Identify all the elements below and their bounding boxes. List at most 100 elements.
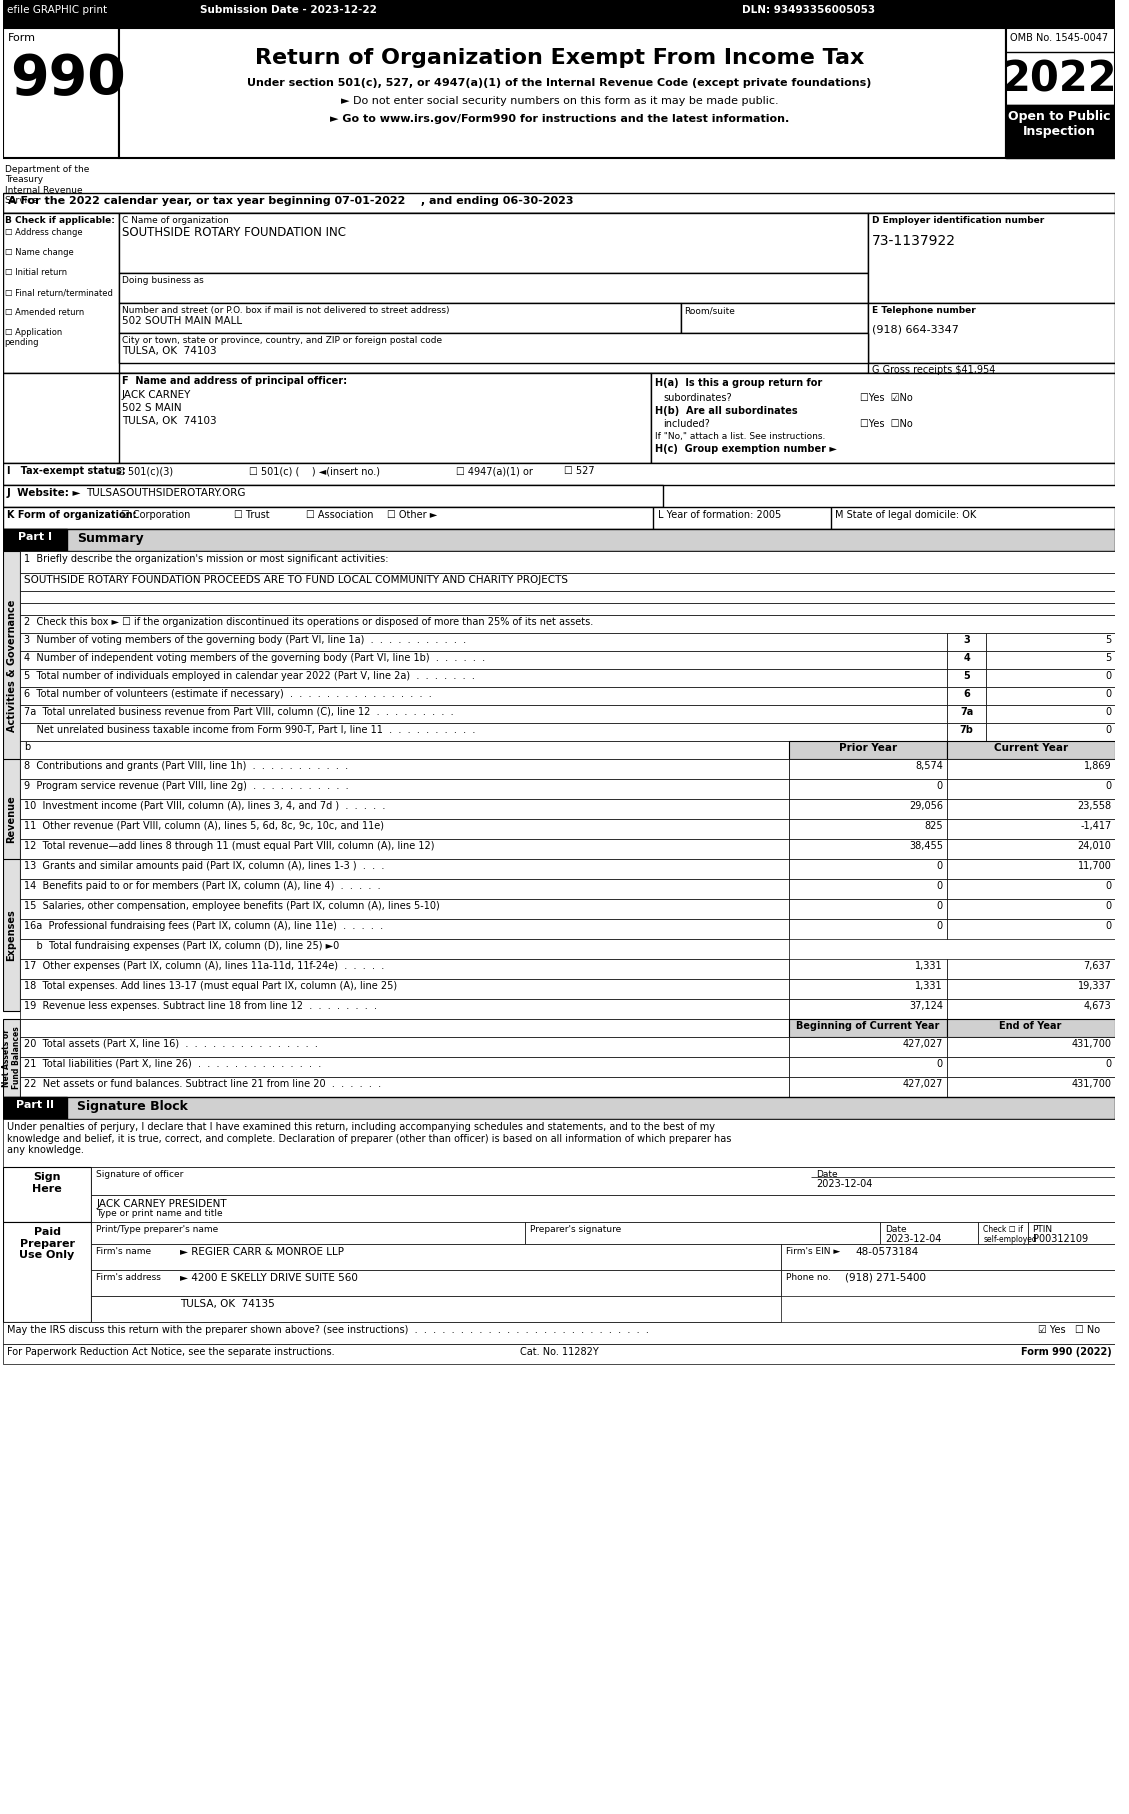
Bar bbox=[91, 1270, 781, 1295]
Bar bbox=[987, 633, 1115, 651]
Bar bbox=[525, 1223, 879, 1244]
Text: 18  Total expenses. Add lines 13-17 (must equal Part IX, column (A), line 25): 18 Total expenses. Add lines 13-17 (must… bbox=[25, 981, 397, 990]
Text: ► Do not enter social security numbers on this form as it may be made public.: ► Do not enter social security numbers o… bbox=[341, 96, 778, 105]
Text: 19  Revenue less expenses. Subtract line 18 from line 12  .  .  .  .  .  .  .  .: 19 Revenue less expenses. Subtract line … bbox=[25, 1001, 377, 1010]
Text: Cat. No. 11282Y: Cat. No. 11282Y bbox=[520, 1348, 598, 1357]
Text: efile GRAPHIC print: efile GRAPHIC print bbox=[7, 5, 107, 15]
Bar bbox=[2, 1166, 91, 1223]
Text: Summary: Summary bbox=[77, 532, 143, 544]
Text: 0: 0 bbox=[1105, 707, 1111, 717]
Text: Form: Form bbox=[8, 33, 36, 44]
Text: (918) 271-5400: (918) 271-5400 bbox=[846, 1273, 926, 1282]
Text: 1,869: 1,869 bbox=[1084, 762, 1111, 771]
Bar bbox=[20, 740, 789, 758]
Text: Firm's address: Firm's address bbox=[96, 1273, 161, 1282]
Text: Revenue: Revenue bbox=[7, 795, 17, 844]
Bar bbox=[20, 920, 789, 940]
Text: B Check if applicable:: B Check if applicable: bbox=[5, 216, 114, 225]
Text: L Year of formation: 2005: L Year of formation: 2005 bbox=[658, 510, 781, 521]
Text: M State of legal domicile: OK: M State of legal domicile: OK bbox=[835, 510, 977, 521]
Bar bbox=[947, 740, 1115, 758]
Bar bbox=[947, 758, 1115, 778]
Bar bbox=[987, 706, 1115, 724]
Bar bbox=[20, 1000, 789, 1019]
Text: 11  Other revenue (Part VIII, column (A), lines 5, 6d, 8c, 9c, 10c, and 11e): 11 Other revenue (Part VIII, column (A),… bbox=[25, 822, 384, 831]
Text: E Telephone number: E Telephone number bbox=[872, 307, 975, 316]
Text: If "No," attach a list. See instructions.: If "No," attach a list. See instructions… bbox=[655, 432, 825, 441]
Text: 20  Total assets (Part X, line 16)  .  .  .  .  .  .  .  .  .  .  .  .  .  .  .: 20 Total assets (Part X, line 16) . . . … bbox=[25, 1039, 318, 1048]
Bar bbox=[20, 960, 789, 980]
Text: 427,027: 427,027 bbox=[902, 1039, 943, 1048]
Text: 10  Investment income (Part VIII, column (A), lines 3, 4, and 7d )  .  .  .  .  : 10 Investment income (Part VIII, column … bbox=[25, 802, 386, 811]
Bar bbox=[20, 573, 1115, 591]
Text: 22  Net assets or fund balances. Subtract line 21 from line 20  .  .  .  .  .  .: 22 Net assets or fund balances. Subtract… bbox=[25, 1079, 382, 1088]
Bar bbox=[91, 1223, 525, 1244]
Text: JACK CARNEY: JACK CARNEY bbox=[122, 390, 191, 401]
Bar bbox=[119, 334, 868, 363]
Text: 12  Total revenue—add lines 8 through 11 (must equal Part VIII, column (A), line: 12 Total revenue—add lines 8 through 11 … bbox=[25, 842, 435, 851]
Text: 0: 0 bbox=[937, 902, 943, 911]
Text: 431,700: 431,700 bbox=[1071, 1079, 1111, 1088]
Bar bbox=[20, 602, 1115, 615]
Bar bbox=[20, 633, 947, 651]
Bar bbox=[947, 920, 1115, 940]
Bar bbox=[91, 1295, 781, 1322]
Text: Return of Organization Exempt From Income Tax: Return of Organization Exempt From Incom… bbox=[255, 47, 864, 67]
Bar bbox=[20, 880, 789, 900]
Text: 16a  Professional fundraising fees (Part IX, column (A), line 11e)  .  .  .  .  : 16a Professional fundraising fees (Part … bbox=[25, 922, 384, 931]
Text: 502 SOUTH MAIN MALL: 502 SOUTH MAIN MALL bbox=[122, 316, 242, 327]
Text: 5  Total number of individuals employed in calendar year 2022 (Part V, line 2a) : 5 Total number of individuals employed i… bbox=[25, 671, 475, 680]
Bar bbox=[2, 0, 1115, 27]
Bar bbox=[20, 818, 789, 840]
Bar bbox=[987, 651, 1115, 669]
Text: ☐ Trust: ☐ Trust bbox=[235, 510, 270, 521]
Bar bbox=[947, 980, 1115, 1000]
Bar bbox=[20, 551, 1115, 573]
Text: 4: 4 bbox=[963, 653, 970, 662]
Text: 0: 0 bbox=[937, 882, 943, 891]
Bar bbox=[2, 1344, 1115, 1364]
Bar bbox=[947, 706, 987, 724]
Bar bbox=[20, 900, 789, 920]
Bar bbox=[947, 860, 1115, 880]
Text: ☐ Amended return: ☐ Amended return bbox=[5, 308, 84, 317]
Text: Under penalties of perjury, I declare that I have examined this return, includin: Under penalties of perjury, I declare th… bbox=[7, 1123, 732, 1156]
Text: 2022: 2022 bbox=[1001, 58, 1117, 100]
Text: Part I: Part I bbox=[18, 532, 52, 542]
Text: Firm's EIN ►: Firm's EIN ► bbox=[786, 1246, 840, 1255]
Text: 0: 0 bbox=[1105, 726, 1111, 735]
Bar bbox=[947, 880, 1115, 900]
Text: 19,337: 19,337 bbox=[1077, 981, 1111, 990]
Text: included?: included? bbox=[663, 419, 710, 428]
Text: 6: 6 bbox=[963, 689, 970, 698]
Text: ☑ Yes   ☐ No: ☑ Yes ☐ No bbox=[1038, 1324, 1100, 1335]
Text: PTIN: PTIN bbox=[1033, 1224, 1052, 1234]
Text: SOUTHSIDE ROTARY FOUNDATION PROCEEDS ARE TO FUND LOCAL COMMUNITY AND CHARITY PRO: SOUTHSIDE ROTARY FOUNDATION PROCEEDS ARE… bbox=[25, 575, 568, 584]
Bar bbox=[947, 900, 1115, 920]
Bar bbox=[119, 27, 1006, 158]
Text: 502 S MAIN: 502 S MAIN bbox=[122, 403, 182, 414]
Bar bbox=[119, 303, 681, 334]
Bar bbox=[947, 778, 1115, 798]
Text: Phone no.: Phone no. bbox=[786, 1273, 831, 1282]
Bar bbox=[20, 651, 947, 669]
Text: 11,700: 11,700 bbox=[1077, 862, 1111, 871]
Bar bbox=[947, 1078, 1115, 1097]
Text: Paid
Preparer
Use Only: Paid Preparer Use Only bbox=[19, 1226, 75, 1261]
Text: 0: 0 bbox=[937, 782, 943, 791]
Text: 0: 0 bbox=[1105, 671, 1111, 680]
Bar bbox=[789, 1078, 947, 1097]
Text: ☐ Address change: ☐ Address change bbox=[5, 229, 82, 238]
Text: 5: 5 bbox=[963, 671, 970, 680]
Bar bbox=[789, 900, 947, 920]
Text: 5: 5 bbox=[1105, 635, 1111, 646]
Text: Current Year: Current Year bbox=[994, 744, 1068, 753]
Text: ► Go to www.irs.gov/Form990 for instructions and the latest information.: ► Go to www.irs.gov/Form990 for instruct… bbox=[330, 114, 789, 123]
Text: 8,574: 8,574 bbox=[914, 762, 943, 771]
Bar bbox=[119, 374, 651, 463]
Text: Room/suite: Room/suite bbox=[684, 307, 735, 316]
Text: 48-0573184: 48-0573184 bbox=[855, 1246, 918, 1257]
Bar bbox=[947, 1019, 1115, 1038]
Text: 37,124: 37,124 bbox=[909, 1001, 943, 1010]
Bar bbox=[2, 212, 119, 374]
